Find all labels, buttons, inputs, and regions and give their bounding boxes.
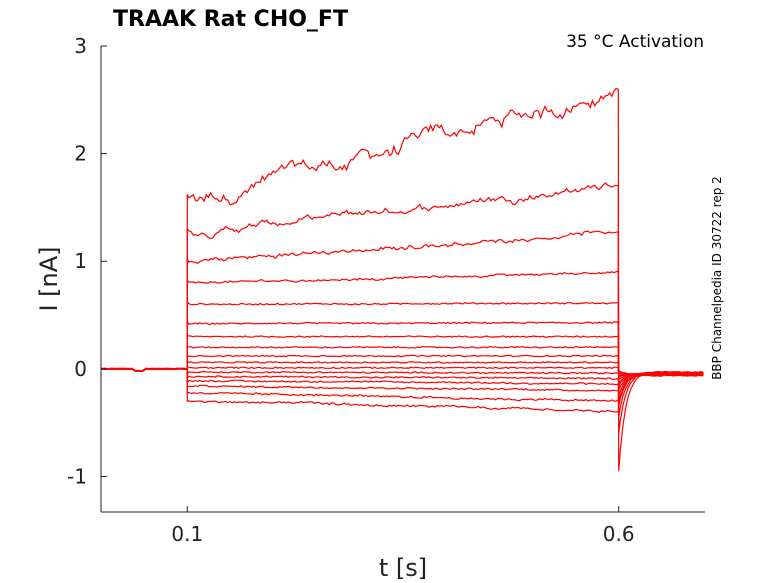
y-tick-label: 1	[74, 249, 87, 273]
y-axis-label: I [nA]	[35, 246, 63, 311]
chart-title: TRAAK Rat CHO_FT	[113, 7, 348, 32]
y-tick-label: 3	[74, 34, 87, 58]
current-trace	[101, 319, 704, 397]
channelpedia-id-label: BBP Channelpedia ID 30722 rep 2	[710, 176, 724, 380]
current-trace	[100, 353, 704, 385]
y-ticks: -1 0 1 2 3	[67, 34, 107, 488]
current-trace	[100, 367, 704, 386]
y-tick-label: 0	[74, 357, 87, 381]
axes	[100, 46, 705, 513]
x-tick-label: 0.1	[171, 522, 203, 546]
current-trace	[100, 345, 704, 387]
current-trace	[100, 270, 704, 407]
trace-group	[100, 87, 704, 472]
x-axis-label: t [s]	[379, 554, 427, 582]
current-trace	[100, 367, 704, 392]
x-ticks: 0.1 0.6	[171, 506, 635, 546]
current-trace	[100, 87, 704, 472]
current-trace	[100, 367, 704, 414]
current-trace	[100, 365, 704, 379]
current-trace	[100, 230, 704, 418]
chart-annotation: 35 °C Activation	[566, 32, 704, 52]
x-tick-label: 0.6	[603, 522, 635, 546]
current-trace	[100, 334, 704, 391]
current-trace	[100, 360, 704, 381]
current-trace	[100, 367, 704, 381]
current-trace	[100, 367, 704, 378]
y-tick-label: -1	[67, 464, 87, 488]
y-tick-label: 2	[74, 142, 87, 166]
current-trace	[100, 182, 704, 434]
current-trace	[101, 300, 704, 402]
current-trace	[100, 367, 704, 402]
